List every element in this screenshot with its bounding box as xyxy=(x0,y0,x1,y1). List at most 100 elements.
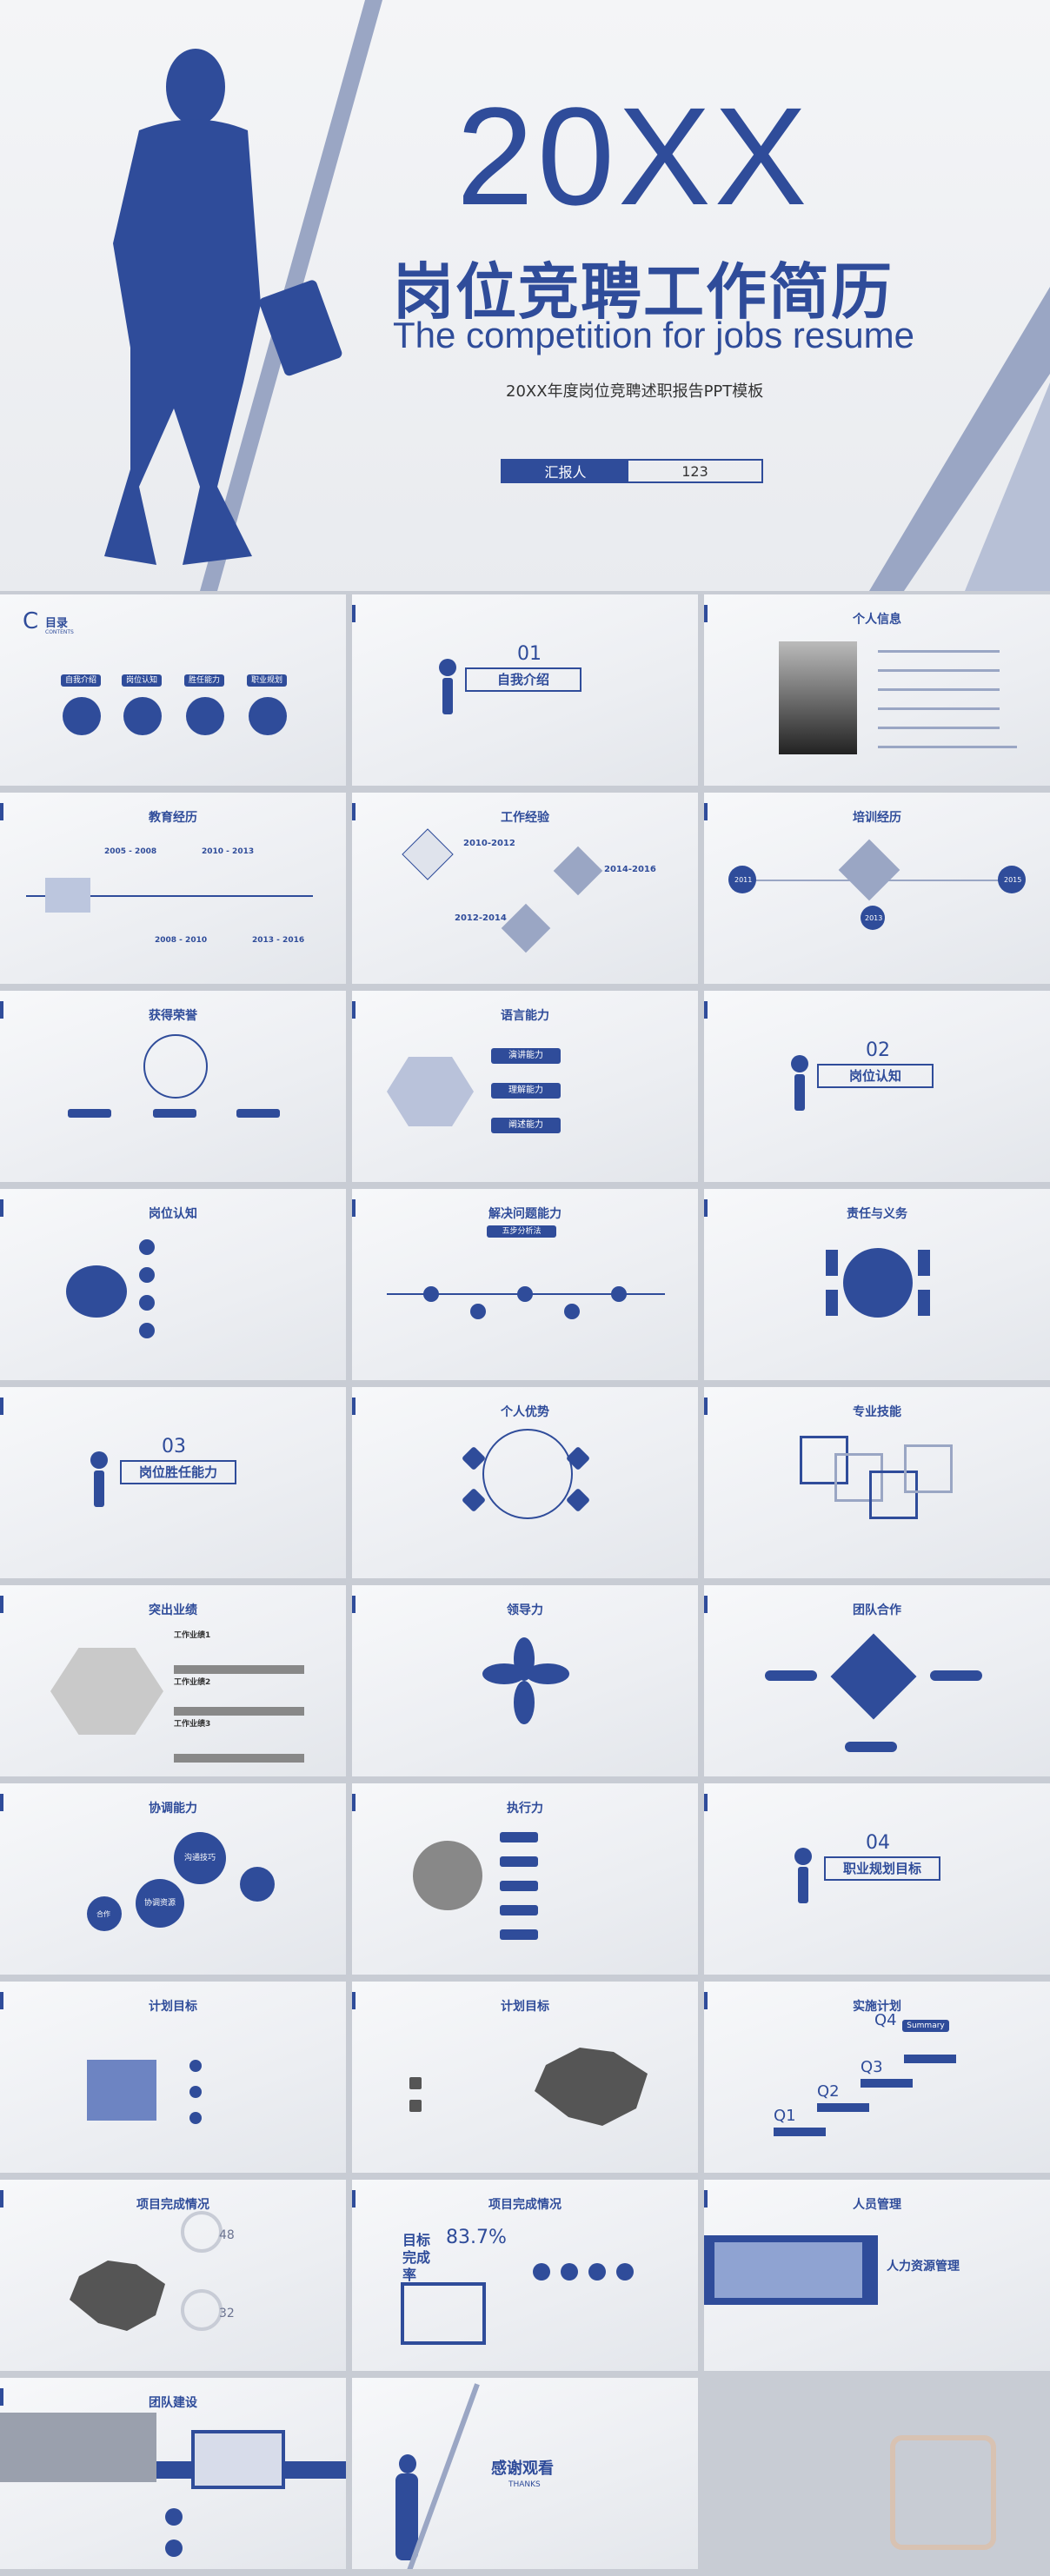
slide-title: 项目完成情况 xyxy=(136,2198,209,2212)
percent-value: 32 xyxy=(219,2307,235,2320)
slide-marker xyxy=(0,1199,3,1217)
performance-image xyxy=(50,1648,163,1735)
slide-language: 语言能力 演讲能力 理解能力 阐述能力 xyxy=(352,991,698,1182)
list-dot xyxy=(165,2508,183,2526)
info-line xyxy=(878,669,1000,672)
china-map xyxy=(70,2261,165,2331)
hero-subtitle: 20XX年度岗位竞聘述职报告PPT模板 xyxy=(506,382,764,401)
summary-badge: Summary xyxy=(902,2020,949,2032)
reporter-box: 汇报人 123 xyxy=(501,459,763,483)
trophy-icon xyxy=(143,1034,208,1099)
watermark-logo xyxy=(890,2435,996,2550)
hr-image xyxy=(714,2242,862,2298)
team-photo xyxy=(413,1841,482,1910)
language-image xyxy=(387,1057,474,1126)
slide-marker xyxy=(0,1001,3,1019)
gear-label: 协调资源 xyxy=(144,1899,176,1908)
year-label: 2014-2016 xyxy=(604,865,656,874)
timeline xyxy=(26,895,313,897)
slide-title: 项目完成情况 xyxy=(488,2198,562,2212)
petal xyxy=(482,1663,526,1684)
toc-item-1[interactable]: 自我介绍 xyxy=(61,674,101,687)
slide-section-02: 02 岗位认知 xyxy=(704,991,1050,1182)
laptop-chart xyxy=(401,2282,486,2345)
toc-item-2[interactable]: 岗位认知 xyxy=(122,674,162,687)
person-figure xyxy=(94,1471,104,1507)
person-icon xyxy=(794,1848,812,1865)
slide-title: 个人信息 xyxy=(853,613,901,627)
toc-sub: CONTENTS xyxy=(45,629,74,635)
honor-badge xyxy=(153,1109,196,1118)
step-dot xyxy=(517,1286,533,1302)
slide-marker xyxy=(704,1992,708,2009)
toc-letter: C xyxy=(23,608,39,634)
year-label: 2011 xyxy=(734,876,753,884)
year-label: 2012-2014 xyxy=(455,913,507,923)
language-item: 演讲能力 xyxy=(491,1048,561,1064)
year-dot xyxy=(861,906,885,930)
slide-title: 团队合作 xyxy=(853,1603,901,1617)
ring-chart xyxy=(181,2289,223,2331)
section-number: 01 xyxy=(517,643,542,665)
slide-marker xyxy=(352,605,356,622)
gear-label: 沟通技巧 xyxy=(184,1854,216,1862)
year-dot xyxy=(998,866,1026,893)
toc-title: 目录 xyxy=(45,617,69,630)
skill-square xyxy=(904,1444,953,1493)
year-label: 2010-2012 xyxy=(463,839,515,848)
slide-marker xyxy=(0,1596,3,1613)
empty-area xyxy=(704,2378,1050,2576)
slide-section-03: 03 岗位胜任能力 xyxy=(0,1387,346,1578)
person-icon xyxy=(186,697,224,735)
slide-marker xyxy=(704,1199,708,1217)
china-map xyxy=(535,2048,648,2126)
slide-marker xyxy=(704,605,708,622)
team-bar xyxy=(930,1670,982,1681)
slide-marker xyxy=(352,2190,356,2208)
exec-bar xyxy=(500,1905,538,1915)
step-dot xyxy=(611,1286,627,1302)
center-circle xyxy=(66,1265,127,1318)
year-label: 2013 xyxy=(865,914,883,922)
step-bar xyxy=(904,2055,956,2063)
slide-plan-1: 计划目标 xyxy=(0,1982,346,2173)
quarter-label: Q4 xyxy=(874,2011,897,2029)
person-icon xyxy=(63,697,101,735)
language-item: 理解能力 xyxy=(491,1083,561,1099)
slide-team-building: 团队建设 xyxy=(0,2378,346,2569)
hero-title-cn: 岗位竞聘工作简历 xyxy=(393,256,894,328)
slide-section-04: 04 职业规划目标 xyxy=(704,1783,1050,1975)
slide-title: 岗位认知 xyxy=(149,1207,197,1221)
slide-title: 领导力 xyxy=(507,1603,543,1617)
slide-marker xyxy=(0,1398,3,1415)
slide-education: 教育经历 2005 - 2008 2010 - 2013 2008 - 2010… xyxy=(0,793,346,984)
slide-title: 语言能力 xyxy=(501,1009,549,1023)
profile-photo xyxy=(779,641,857,754)
performance-label: 工作业绩1 xyxy=(174,1631,211,1640)
section-number: 02 xyxy=(866,1039,890,1061)
quarter-label: Q2 xyxy=(817,2082,840,2101)
slide-training: 培训经历 2011 2013 2015 xyxy=(704,793,1050,984)
slide-title: 责任与义务 xyxy=(847,1207,907,1221)
thanks-silhouette xyxy=(395,2473,418,2560)
slide-profile: 个人信息 xyxy=(704,594,1050,786)
step-dot xyxy=(470,1304,486,1319)
slide-title: 专业技能 xyxy=(853,1405,901,1419)
slide-marker xyxy=(0,2388,3,2406)
slide-marker xyxy=(352,803,356,820)
slide-marker xyxy=(352,1992,356,2009)
slide-section-01: 01 自我介绍 xyxy=(352,594,698,786)
slide-marker xyxy=(352,1199,356,1217)
list-dot xyxy=(165,2539,183,2557)
slide-work: 工作经验 2010-2012 2014-2016 2012-2014 xyxy=(352,793,698,984)
toc-item-4[interactable]: 职业规划 xyxy=(247,674,287,687)
slide-marker xyxy=(704,2190,708,2208)
slide-title: 人员管理 xyxy=(853,2198,901,2212)
toc-item-3[interactable]: 胜任能力 xyxy=(184,674,224,687)
team-bar xyxy=(765,1670,817,1681)
year-label: 2008 - 2010 xyxy=(155,936,208,945)
slide-marker xyxy=(352,1794,356,1811)
gear-icon xyxy=(87,1896,122,1931)
slide-marker xyxy=(704,1398,708,1415)
slide-coordination: 协调能力 沟通技巧 协调资源 合作 xyxy=(0,1783,346,1975)
